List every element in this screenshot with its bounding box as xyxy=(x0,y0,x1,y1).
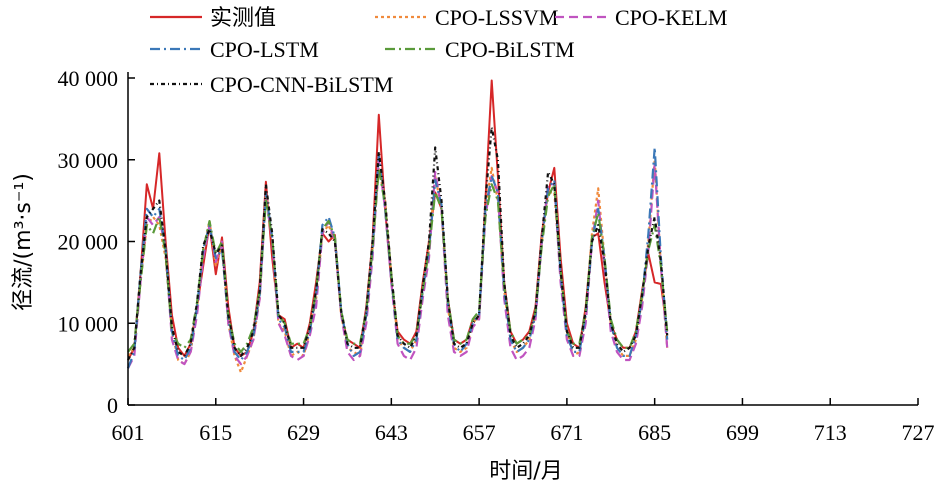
x-tick-label: 615 xyxy=(199,420,232,445)
x-tick-label: 727 xyxy=(902,420,935,445)
x-tick-label: 657 xyxy=(463,420,496,445)
legend-label-lssvm: CPO-LSSVM xyxy=(435,5,558,30)
series-line-kelm xyxy=(127,158,669,369)
legend-label-kelm: CPO-KELM xyxy=(615,5,727,30)
legend-label-observed: 实测值 xyxy=(210,6,276,31)
x-axis-label: 时间/月 xyxy=(489,459,562,484)
y-axis-label: 径流/(m³·s⁻¹) xyxy=(11,173,36,311)
legend-label-cnn_bilstm: CPO-CNN-BiLSTM xyxy=(210,72,393,97)
plot-area xyxy=(126,79,669,374)
legend: 实测值 CPO-LSSVM CPO-KELM CPO-LSTM CPO-BiLSTM CP… xyxy=(150,5,727,97)
x-tick-label: 643 xyxy=(375,420,408,445)
legend-label-lstm: CPO-LSTM xyxy=(210,37,319,62)
series-line-cnn_bilstm xyxy=(127,125,669,361)
x-tick-label: 601 xyxy=(112,420,145,445)
y-axis-ticks: 0 10 000 20 000 30 000 40 000 xyxy=(58,66,135,418)
x-axis-ticks: 601 615 629 643 657 671 685 699 713 727 xyxy=(112,398,935,445)
x-tick-label: 685 xyxy=(638,420,671,445)
y-tick-label: 0 xyxy=(107,393,118,418)
y-tick-label: 10 000 xyxy=(58,311,119,336)
y-tick-label: 20 000 xyxy=(58,230,119,255)
x-tick-label: 713 xyxy=(814,420,847,445)
x-tick-label: 699 xyxy=(726,420,759,445)
x-tick-label: 671 xyxy=(550,420,583,445)
legend-label-bilstm: CPO-BiLSTM xyxy=(445,37,575,62)
x-tick-label: 629 xyxy=(287,420,320,445)
y-tick-label: 40 000 xyxy=(58,66,119,91)
axes xyxy=(127,72,918,406)
y-tick-label: 30 000 xyxy=(58,148,119,173)
